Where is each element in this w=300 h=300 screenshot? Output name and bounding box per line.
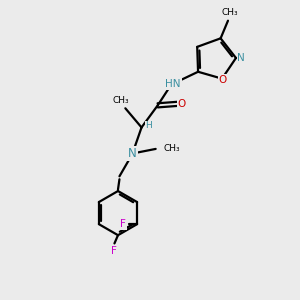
- Text: HN: HN: [165, 79, 181, 89]
- Text: N: N: [128, 147, 137, 160]
- Text: O: O: [178, 99, 186, 109]
- Text: F: F: [120, 219, 126, 229]
- Text: H: H: [146, 122, 152, 130]
- Text: O: O: [218, 75, 227, 85]
- Text: CH₃: CH₃: [112, 95, 129, 104]
- Text: CH₃: CH₃: [164, 144, 180, 153]
- Text: CH₃: CH₃: [221, 8, 238, 17]
- Text: N: N: [237, 53, 245, 63]
- Text: F: F: [111, 246, 116, 256]
